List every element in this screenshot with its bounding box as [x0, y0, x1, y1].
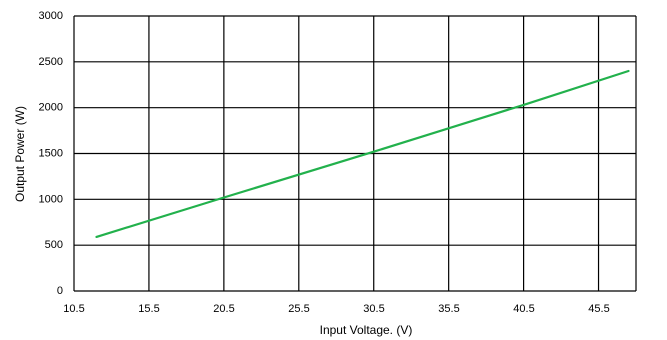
- y-tick-label: 0: [57, 285, 63, 297]
- series-line: [95, 69, 630, 238]
- x-tick-label: 10.5: [63, 303, 84, 315]
- x-tick-label: 45.5: [588, 303, 609, 315]
- x-tick-label: 15.5: [138, 303, 159, 315]
- y-tick-label: 500: [45, 239, 63, 251]
- y-tick-label: 2500: [39, 56, 63, 68]
- y-axis-title: Output Power (W): [13, 106, 27, 202]
- y-tick-label: 3000: [39, 10, 63, 22]
- gridlines: [73, 15, 637, 292]
- x-tick-label: 35.5: [438, 303, 459, 315]
- x-axis-title: Input Voltage. (V): [320, 323, 413, 337]
- y-tick-label: 2000: [39, 102, 63, 114]
- y-tick-label: 1000: [39, 193, 63, 205]
- x-tick-label: 30.5: [363, 303, 384, 315]
- x-tick-labels: 10.5 15.5 20.5 25.5 30.5 35.5 40.5 45.5: [63, 303, 609, 315]
- series-layer: [95, 69, 630, 238]
- y-tick-labels: 0 500 1000 1500 2000 2500 3000: [39, 10, 63, 297]
- y-tick-label: 1500: [39, 148, 63, 160]
- x-tick-label: 40.5: [513, 303, 534, 315]
- x-tick-label: 25.5: [288, 303, 309, 315]
- x-tick-label: 20.5: [213, 303, 234, 315]
